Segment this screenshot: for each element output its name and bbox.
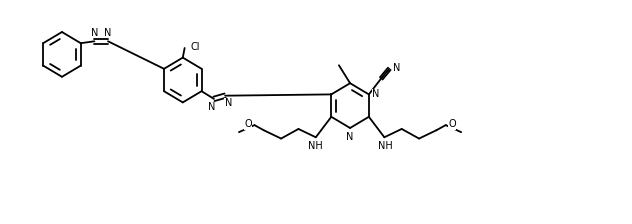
Text: N: N [209, 102, 216, 112]
Text: N: N [104, 28, 112, 38]
Text: O: O [245, 119, 252, 129]
Text: Cl: Cl [191, 42, 200, 52]
Text: N: N [346, 131, 354, 142]
Text: N: N [224, 98, 232, 108]
Text: N: N [372, 89, 380, 99]
Text: NH: NH [308, 141, 322, 151]
Text: O: O [448, 119, 456, 129]
Text: N: N [90, 28, 98, 38]
Text: N: N [392, 63, 400, 73]
Text: NH: NH [378, 141, 392, 151]
